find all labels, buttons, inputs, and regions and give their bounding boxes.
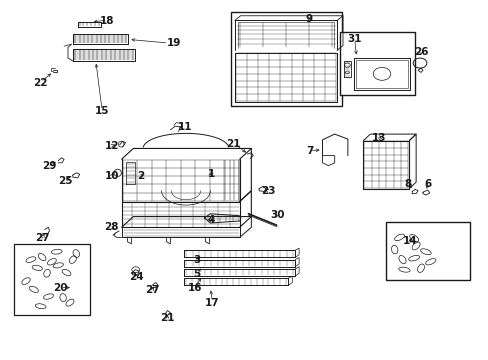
Bar [385, 222, 469, 280]
Text: 27: 27 [35, 233, 50, 243]
Bar [339, 32, 414, 95]
Text: 25: 25 [58, 176, 72, 186]
Text: 21: 21 [160, 313, 174, 323]
Bar [14, 244, 90, 315]
Text: 19: 19 [166, 38, 181, 48]
Text: 22: 22 [33, 78, 48, 88]
Text: 1: 1 [207, 169, 215, 179]
Text: 24: 24 [129, 272, 143, 282]
Text: 26: 26 [413, 47, 427, 57]
Text: 28: 28 [104, 222, 119, 232]
Text: 17: 17 [204, 298, 219, 308]
Text: 31: 31 [347, 35, 361, 44]
Text: 7: 7 [305, 146, 313, 156]
Text: 29: 29 [42, 161, 57, 171]
Text: 20: 20 [53, 283, 67, 293]
Text: 12: 12 [104, 141, 119, 151]
Text: 2: 2 [137, 171, 144, 181]
Text: 27: 27 [145, 285, 160, 295]
Text: 15: 15 [95, 106, 109, 116]
Text: 30: 30 [270, 210, 285, 220]
Text: 8: 8 [404, 179, 411, 189]
Text: 9: 9 [305, 14, 312, 24]
Text: 21: 21 [226, 139, 241, 149]
Text: 23: 23 [260, 186, 275, 197]
Bar [230, 12, 341, 106]
Text: 10: 10 [104, 171, 119, 181]
Text: 18: 18 [100, 16, 114, 26]
Text: 11: 11 [178, 122, 192, 132]
Text: 16: 16 [187, 283, 202, 293]
Text: 4: 4 [207, 215, 215, 225]
Text: 5: 5 [193, 269, 200, 279]
Text: 6: 6 [424, 179, 430, 189]
Text: 13: 13 [371, 133, 386, 143]
Text: 3: 3 [193, 255, 200, 265]
Text: 14: 14 [402, 236, 417, 246]
